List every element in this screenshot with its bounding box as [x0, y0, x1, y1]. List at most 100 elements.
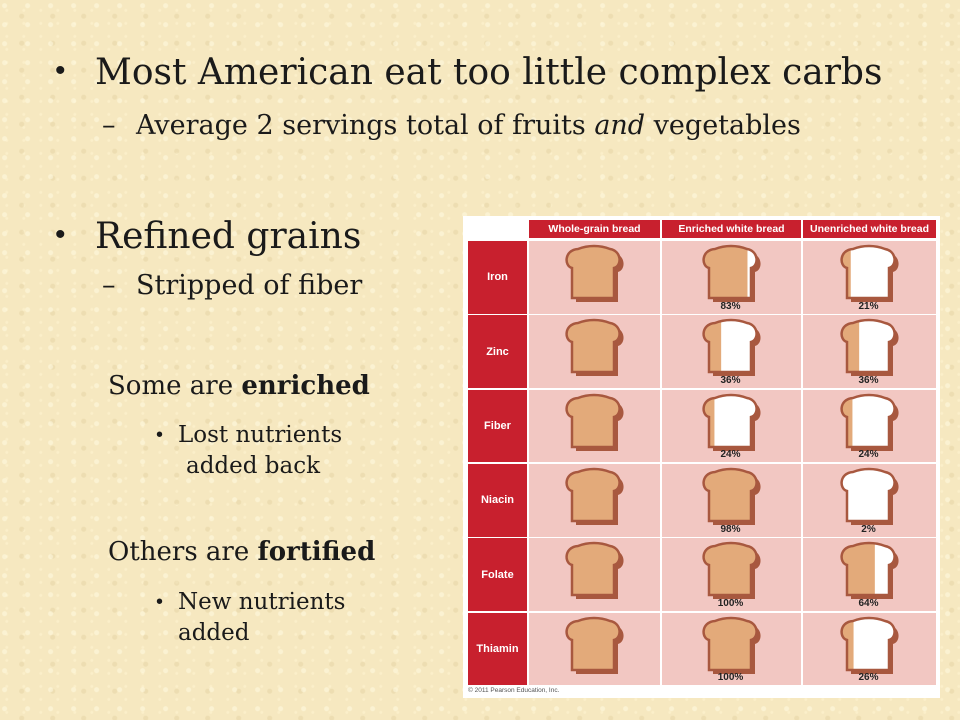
fortified-word: fortified [257, 537, 376, 567]
servings-text: Average 2 servings total of fruits [136, 110, 595, 141]
column-header-unenriched: Unenriched white bread [803, 220, 936, 238]
cell-zinc-enriched: 36% [662, 315, 801, 389]
bread-crust-outline [701, 467, 758, 523]
bullet-complex-carbs: Most American eat too little complex car… [55, 52, 883, 93]
cell-fiber-whole-grain [529, 389, 660, 463]
bread-slice-base [841, 394, 895, 447]
cell-fiber-enriched: 24% [662, 389, 801, 463]
bread-slice-icon [701, 467, 761, 525]
bread-crust-outline [564, 467, 621, 523]
bread-nutrient-fill [841, 320, 859, 373]
cell-thiamin-whole-grain [529, 612, 660, 686]
bread-crust-outline [839, 541, 896, 597]
sub-bullet-servings: – Average 2 servings total of fruits and… [102, 110, 801, 141]
cell-iron-enriched: 83% [662, 241, 801, 314]
bread-slice-base [703, 394, 757, 447]
bread-nutrient-fill [703, 394, 714, 447]
bread-crust-outline [701, 393, 758, 448]
percent-label: 100% [717, 672, 744, 684]
bread-slice-icon [839, 244, 899, 302]
cell-thiamin-unenriched: 26% [803, 612, 936, 686]
bread-nutrient-fill [566, 394, 620, 447]
bread-slice-base [841, 468, 895, 521]
cell-iron-whole-grain [529, 241, 660, 314]
column-header-whole-grain: Whole-grain bread [529, 220, 660, 238]
bread-slice-icon [564, 319, 624, 377]
bullet-refined-grains: Refined grains [55, 216, 362, 257]
bread-crust-outline [564, 393, 621, 448]
enriched-sub-bullet: Lost nutrients added back [156, 420, 342, 482]
bullet-refined-grains-text: Refined grains [95, 216, 362, 257]
bread-nutrient-fill [703, 246, 747, 298]
enriched-line: Some are enriched [108, 371, 370, 401]
cell-niacin-whole-grain [529, 463, 660, 537]
bread-slice-icon [839, 541, 899, 600]
bread-nutrient-fill [703, 468, 756, 521]
bread-crust-outline [564, 319, 621, 374]
bread-crust-outline [564, 616, 621, 671]
bread-nutrient-fill [566, 246, 620, 298]
bread-slice-icon [701, 541, 761, 600]
bread-crust-outline [839, 244, 896, 300]
servings-text-end: vegetables [645, 110, 801, 141]
bread-slice-icon [564, 393, 624, 451]
bread-nutrient-figure: Whole-grain bread Enriched white bread U… [463, 216, 940, 698]
cell-niacin-unenriched: 2% [803, 463, 936, 537]
enriched-sub-line2: added back [186, 453, 321, 479]
fortified-line: Others are fortified [108, 537, 375, 567]
percent-label: 98% [720, 523, 741, 535]
fortified-prefix: Others are [108, 537, 258, 567]
cell-iron-unenriched: 21% [803, 241, 936, 314]
bread-nutrient-fill [566, 617, 620, 670]
bread-nutrient-fill [703, 617, 757, 670]
percent-label: 26% [858, 672, 879, 684]
bread-slice-icon [839, 467, 899, 527]
row-label-folate: Folate [468, 538, 527, 611]
cell-folate-unenriched: 64% [803, 538, 936, 611]
percent-label: 36% [858, 375, 879, 387]
percent-label: 2% [861, 523, 876, 535]
bread-slice-icon [839, 319, 899, 377]
fortified-sub-bullet: New nutrients added [156, 587, 345, 649]
bread-slice-icon [701, 244, 761, 302]
bread-crust-outline [564, 244, 621, 300]
percent-label: 36% [720, 375, 741, 387]
bread-slice-icon [564, 541, 624, 600]
bread-slice-base [841, 617, 895, 670]
bread-nutrient-fill [703, 543, 757, 596]
bread-slice-base [841, 246, 895, 298]
enriched-prefix: Some are [108, 371, 242, 401]
cell-fiber-unenriched: 24% [803, 389, 936, 463]
fortified-sub-line2: added [178, 620, 250, 646]
bread-slice-icon [839, 616, 899, 674]
bread-nutrient-fill [566, 320, 620, 373]
bullet-complex-carbs-text: Most American eat too little complex car… [95, 52, 883, 93]
servings-italic: and [594, 110, 646, 141]
bread-nutrient-fill [839, 467, 840, 527]
percent-label: 64% [858, 597, 879, 609]
row-label-thiamin: Thiamin [468, 612, 527, 686]
bread-crust-outline [839, 616, 896, 671]
cell-folate-enriched: 100% [662, 538, 801, 611]
bread-crust-outline [701, 541, 758, 597]
column-header-enriched: Enriched white bread [662, 220, 801, 238]
bread-crust-outline [839, 467, 896, 523]
sub-bullet-stripped: – Stripped of fiber [102, 270, 363, 301]
cell-thiamin-enriched: 100% [662, 612, 801, 686]
bread-slice-icon [564, 467, 624, 525]
percent-label: 21% [858, 300, 879, 312]
percent-label: 24% [720, 449, 741, 461]
bread-slice-icon [701, 616, 761, 674]
stripped-text: Stripped of fiber [136, 270, 363, 301]
bread-crust-outline [701, 616, 758, 671]
percent-label: 83% [720, 300, 741, 312]
row-label-niacin: Niacin [468, 463, 527, 537]
bread-slice-icon [701, 393, 761, 451]
bread-crust-outline [839, 319, 896, 374]
bread-slice-icon [839, 393, 899, 451]
percent-label: 100% [717, 597, 744, 609]
bread-crust-outline [701, 244, 758, 300]
dash-marker: – [102, 270, 116, 301]
bread-nutrient-fill [566, 468, 620, 521]
